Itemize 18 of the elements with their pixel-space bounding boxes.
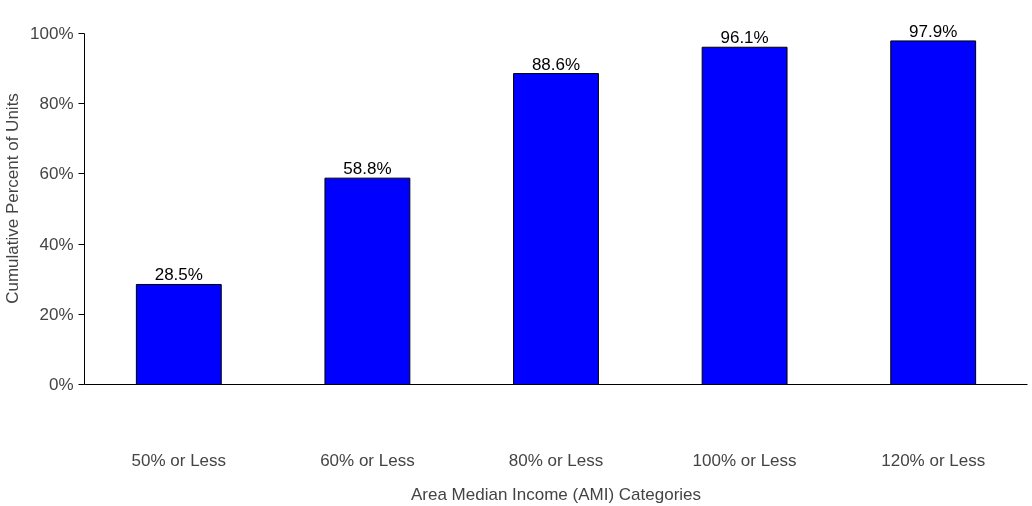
y-tick-label: 60% xyxy=(39,164,74,184)
y-tick-label: 0% xyxy=(48,375,74,394)
y-tick-label: 100% xyxy=(30,24,74,44)
data-label: 28.5% xyxy=(154,265,203,285)
data-label: 97.9% xyxy=(909,21,958,41)
y-axis-title: Cumulative Percent of Units xyxy=(3,93,23,304)
data-label: 58.8% xyxy=(343,159,392,179)
data-label: 88.6% xyxy=(531,54,581,74)
x-tick-label: 60% or Less xyxy=(320,450,415,470)
data-label: 96.1% xyxy=(720,28,769,48)
x-tick-label: 120% or Less xyxy=(881,450,986,470)
y-tick-label: 20% xyxy=(39,304,74,324)
y-tick-label: 40% xyxy=(39,234,74,254)
y-tick-label: 80% xyxy=(39,94,74,114)
x-tick-label: 100% or Less xyxy=(692,450,797,470)
x-tick-label: 80% or Less xyxy=(508,450,604,470)
x-tick-label: 50% or Less xyxy=(131,450,227,470)
x-axis-title: Area Median Income (AMI) Categories xyxy=(410,484,702,504)
